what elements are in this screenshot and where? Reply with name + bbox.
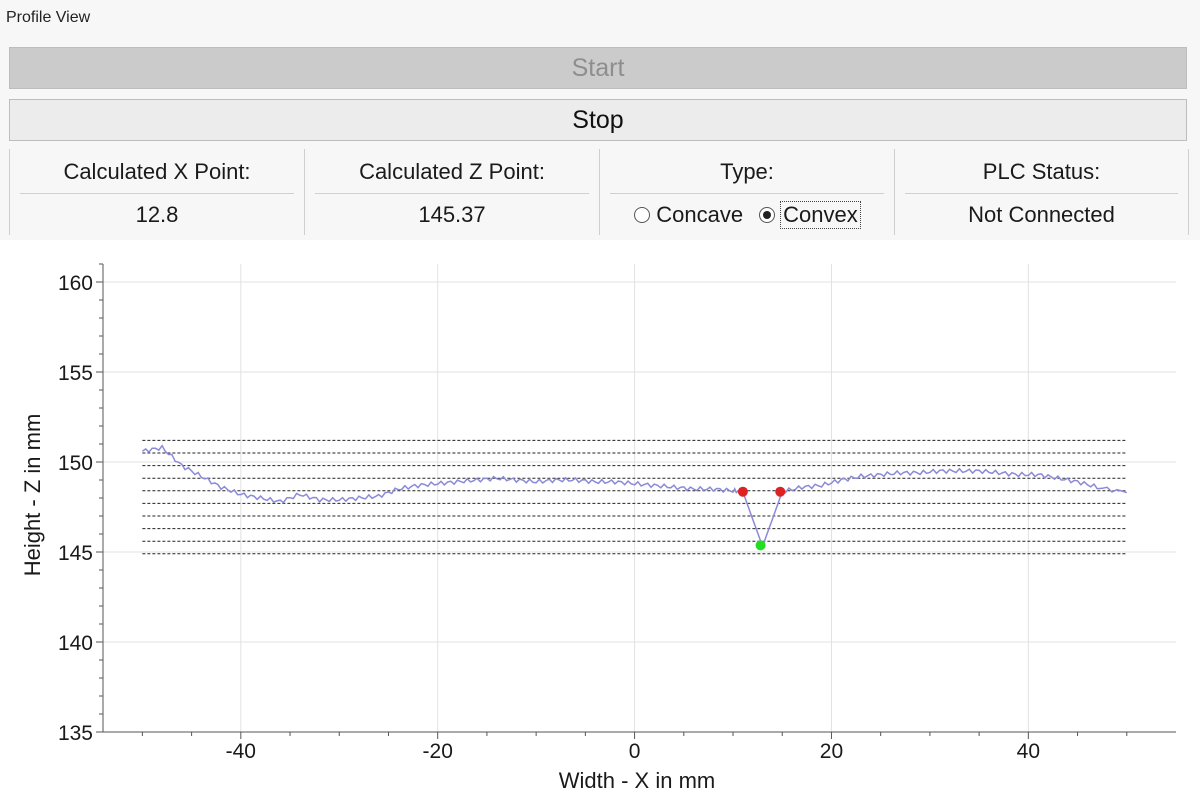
x-tick-label: 20 <box>820 740 843 763</box>
window-title: Profile View <box>6 9 91 26</box>
detected-point <box>737 486 748 497</box>
info-panel: Calculated X Point: 12.8 Calculated Z Po… <box>9 149 1189 235</box>
reference-lines <box>142 439 1127 555</box>
z-point-value: 145.37 <box>418 202 486 227</box>
profile-series <box>141 444 1128 549</box>
z-point-header: Calculated Z Point: <box>315 149 589 194</box>
type-cell: Type: Concave Convex <box>599 149 894 235</box>
type-radio-group: Concave Convex <box>600 199 894 231</box>
concave-radio-indicator[interactable] <box>634 207 651 223</box>
stop-button[interactable]: Stop <box>9 99 1187 141</box>
y-tick-label: 160 <box>58 272 93 295</box>
x-tick-label: 0 <box>629 740 641 763</box>
concave-radio[interactable]: Concave <box>634 202 743 228</box>
x-point-header: Calculated X Point: <box>20 149 294 194</box>
type-header: Type: <box>610 149 884 194</box>
start-button[interactable]: Start <box>9 47 1187 89</box>
y-tick-label: 145 <box>58 542 93 565</box>
chart-axes: 135 140 145 150 155 160 -40 -20 0 20 40 <box>58 263 1176 763</box>
x-tick-label: 40 <box>1017 740 1040 763</box>
plc-status-value: Not Connected <box>968 202 1115 227</box>
profile-line <box>141 444 1128 549</box>
detected-point <box>775 486 786 497</box>
computed-point <box>755 540 766 551</box>
y-tick-label: 135 <box>58 722 93 745</box>
chart-grid <box>103 264 1176 732</box>
y-axis-label: Height - Z in mm <box>20 414 45 577</box>
plc-status-header: PLC Status: <box>905 149 1178 194</box>
y-tick-label: 155 <box>58 362 93 385</box>
x-tick-label: -40 <box>226 740 256 763</box>
concave-radio-label[interactable]: Concave <box>656 202 744 227</box>
z-point-cell: Calculated Z Point: 145.37 <box>304 149 599 235</box>
x-tick-label: -20 <box>423 740 453 763</box>
y-tick-label: 150 <box>58 452 93 475</box>
x-point-cell: Calculated X Point: 12.8 <box>9 149 304 235</box>
convex-radio[interactable]: Convex <box>759 201 861 229</box>
x-point-value: 12.8 <box>135 202 179 227</box>
y-tick-label: 140 <box>58 632 93 655</box>
x-axis-label: Width - X in mm <box>559 768 715 793</box>
profile-chart: 135 140 145 150 155 160 -40 -20 0 20 40 Width - X … <box>0 240 1200 805</box>
plc-status-cell: PLC Status: Not Connected <box>894 149 1189 235</box>
convex-radio-label[interactable]: Convex <box>780 201 861 229</box>
marker-points <box>737 486 786 551</box>
convex-radio-indicator[interactable] <box>759 207 776 223</box>
profile-chart-svg: 135 140 145 150 155 160 -40 -20 0 20 40 Width - X … <box>20 263 1176 793</box>
